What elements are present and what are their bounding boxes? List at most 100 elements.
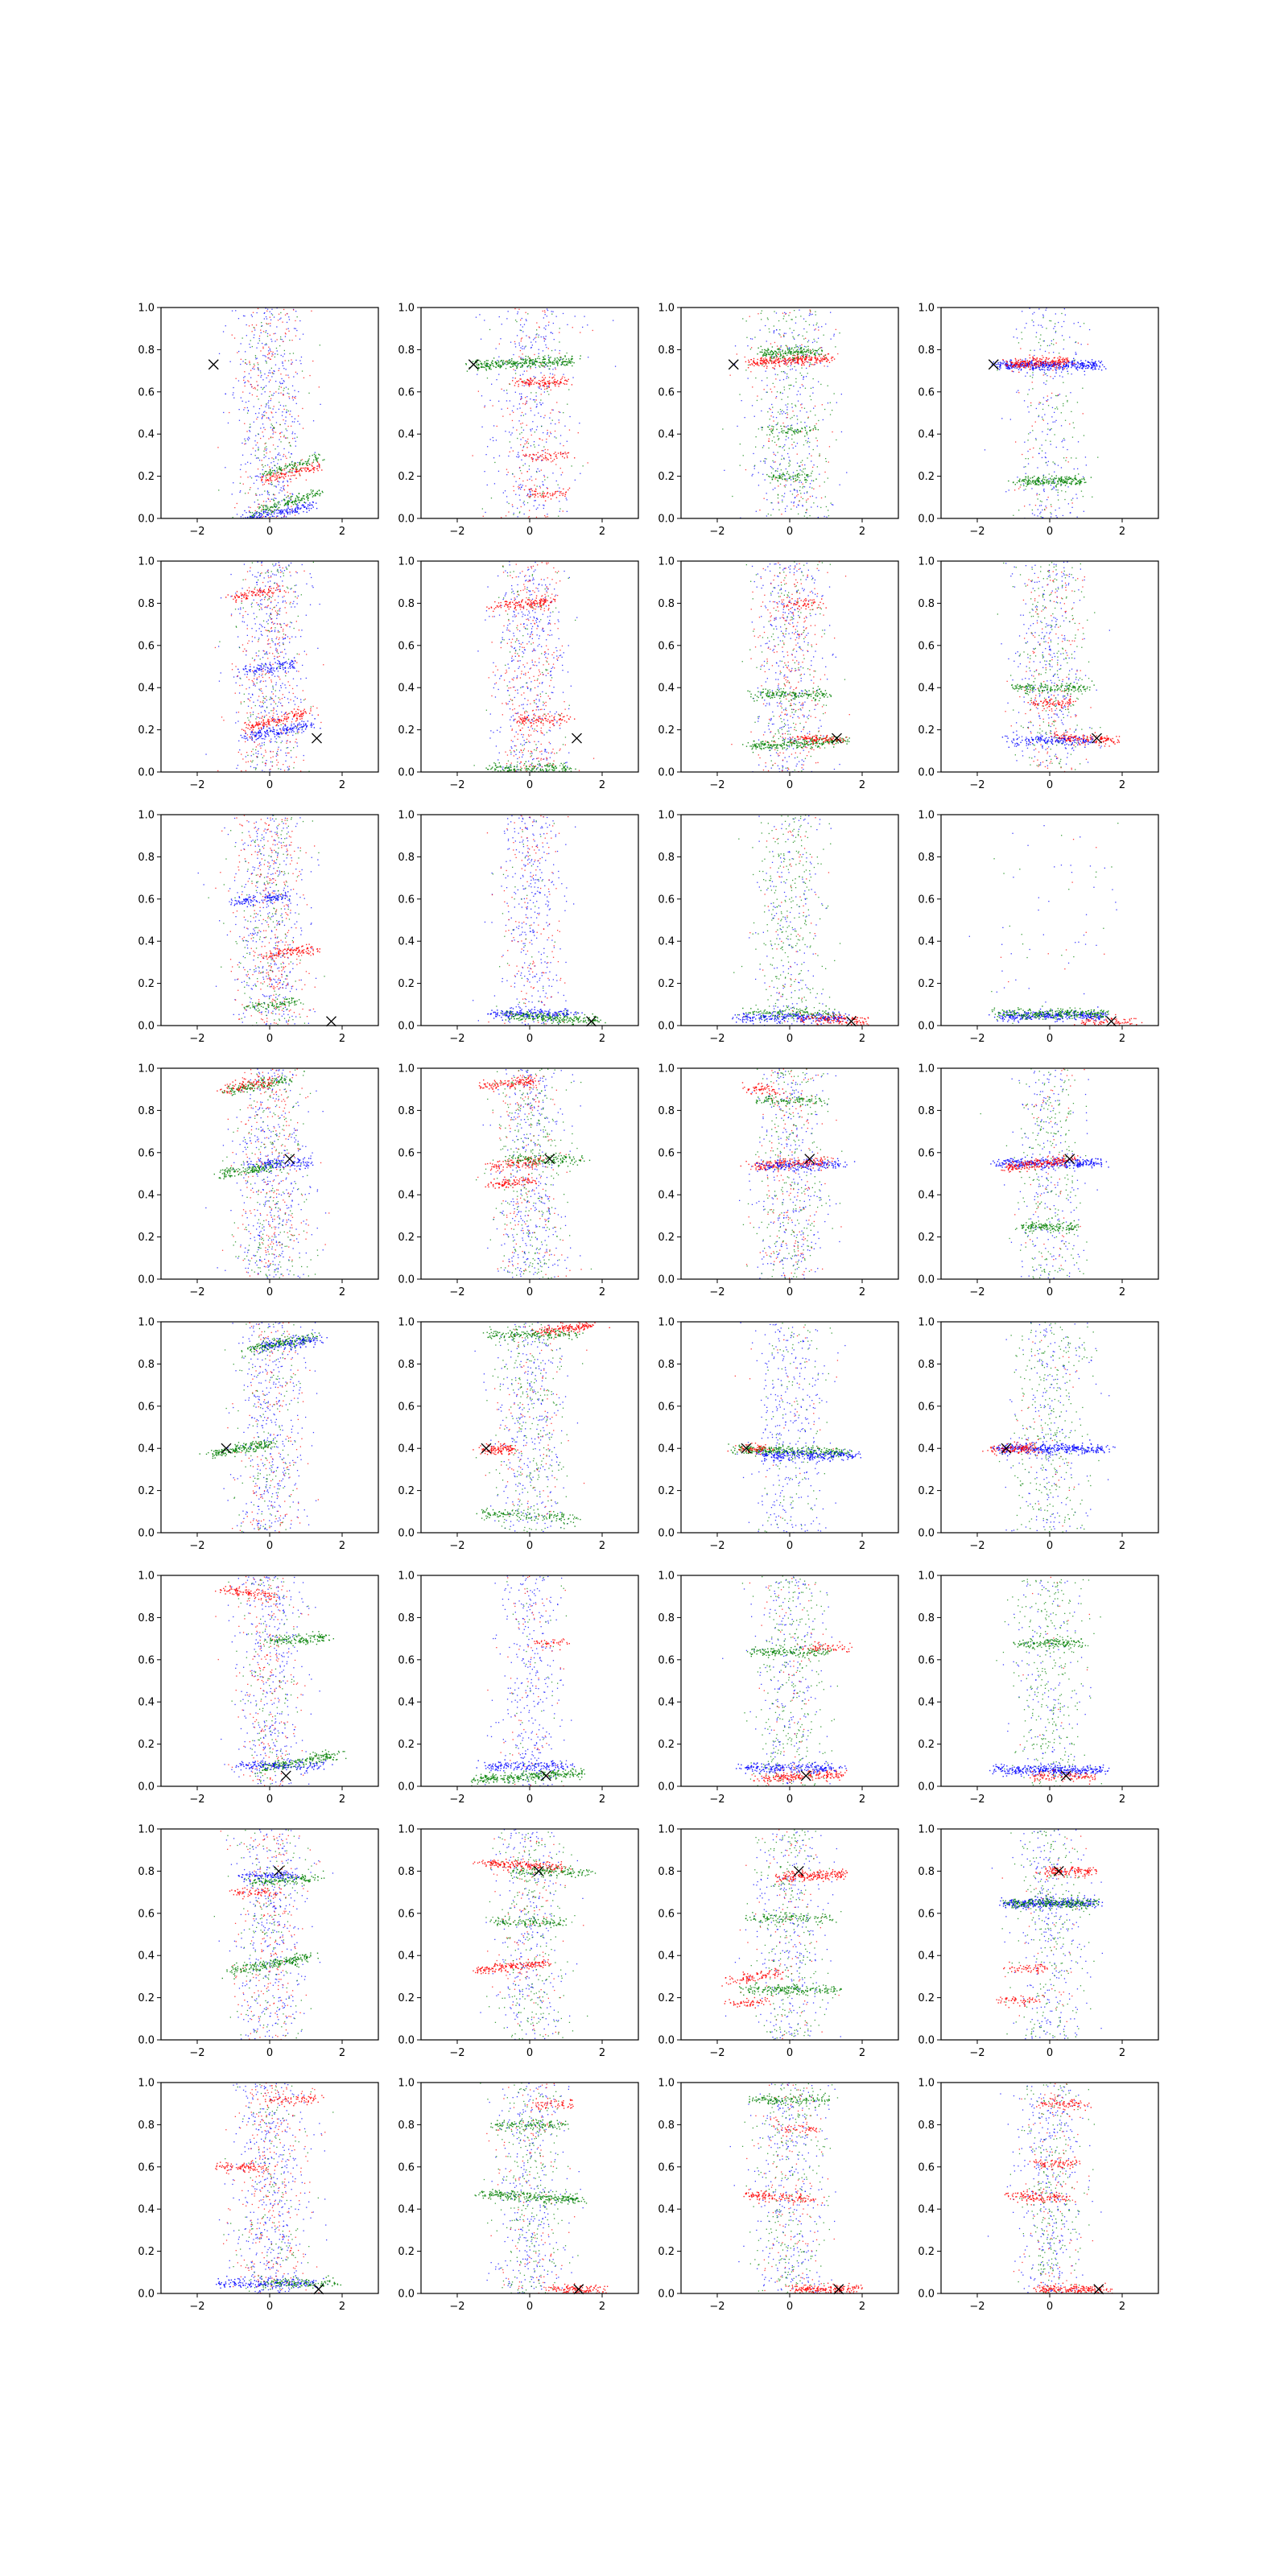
- point-green: [781, 458, 782, 460]
- point-green: [526, 359, 528, 361]
- point-green: [788, 360, 791, 361]
- point-blue: [246, 363, 248, 365]
- point-red: [1035, 366, 1037, 368]
- point-green: [490, 361, 493, 363]
- point-green: [1049, 320, 1051, 322]
- point-red: [1065, 361, 1067, 363]
- point-blue: [796, 415, 798, 417]
- point-green: [483, 363, 485, 365]
- point-blue: [1085, 367, 1087, 369]
- point-blue: [252, 368, 254, 369]
- point-blue: [993, 361, 994, 363]
- point-red: [217, 447, 219, 448]
- point-green: [1055, 477, 1058, 479]
- point-red: [520, 506, 522, 508]
- point-red: [563, 382, 564, 385]
- point-green: [815, 428, 817, 431]
- point-blue: [796, 394, 798, 395]
- point-blue: [540, 372, 542, 374]
- point-green: [242, 337, 243, 339]
- point-green: [788, 428, 790, 430]
- point-red: [283, 308, 285, 311]
- point-green: [278, 503, 279, 505]
- point-red: [528, 516, 530, 518]
- point-red: [557, 380, 559, 382]
- point-blue: [489, 439, 491, 440]
- point-green: [526, 502, 529, 504]
- point-blue: [785, 412, 786, 415]
- point-green: [555, 437, 557, 439]
- point-green: [746, 336, 748, 338]
- point-red: [518, 477, 521, 480]
- point-blue: [547, 324, 550, 326]
- point-red: [562, 456, 564, 457]
- point-red: [797, 355, 799, 357]
- point-green: [777, 374, 778, 376]
- point-blue: [1080, 360, 1082, 361]
- point-green: [485, 369, 487, 371]
- point-green: [469, 366, 470, 369]
- point-red: [753, 357, 755, 360]
- point-blue: [518, 494, 520, 496]
- point-red: [547, 381, 549, 382]
- point-red: [533, 454, 535, 456]
- point-green: [1040, 345, 1042, 347]
- point-green: [797, 473, 799, 475]
- point-green: [531, 363, 533, 365]
- point-green: [787, 403, 789, 405]
- point-blue: [1077, 441, 1080, 443]
- point-blue: [293, 601, 295, 602]
- point-green: [508, 502, 510, 505]
- point-red: [273, 406, 275, 407]
- point-blue: [1042, 517, 1044, 518]
- point-red: [528, 382, 530, 384]
- point-green: [776, 423, 778, 425]
- point-green: [547, 365, 549, 367]
- point-green: [312, 454, 313, 456]
- point-blue: [510, 434, 512, 436]
- point-blue: [284, 502, 287, 504]
- point-green: [1053, 482, 1055, 485]
- point-red: [752, 386, 753, 388]
- point-red: [1053, 365, 1055, 368]
- point-green: [829, 414, 832, 415]
- point-green: [814, 425, 815, 427]
- point-red: [831, 357, 832, 360]
- point-blue: [1036, 493, 1038, 494]
- point-green: [804, 429, 807, 431]
- point-blue: [249, 343, 250, 345]
- point-red: [299, 468, 302, 469]
- point-blue: [822, 419, 824, 421]
- point-red: [520, 444, 522, 446]
- point-green: [786, 412, 788, 414]
- point-blue: [279, 613, 280, 615]
- y-tick-label: 0.2: [658, 471, 675, 483]
- point-green: [291, 502, 293, 504]
- point-blue: [1025, 358, 1026, 360]
- point-blue: [1035, 407, 1037, 410]
- point-blue: [250, 716, 251, 717]
- point-blue: [285, 510, 287, 512]
- point-blue: [277, 630, 279, 632]
- point-green: [292, 467, 294, 469]
- point-blue: [541, 460, 543, 461]
- point-blue: [242, 400, 243, 402]
- point-green: [519, 470, 522, 472]
- point-green: [287, 500, 288, 502]
- point-green: [760, 351, 762, 353]
- point-red: [1020, 348, 1022, 349]
- point-green: [1082, 387, 1084, 389]
- point-red: [256, 395, 258, 397]
- point-blue: [543, 450, 544, 452]
- point-green: [502, 360, 505, 361]
- point-blue: [1075, 353, 1076, 355]
- point-green: [522, 365, 523, 366]
- point-green: [526, 365, 528, 368]
- point-green: [764, 349, 766, 351]
- point-blue: [288, 319, 291, 320]
- point-blue: [789, 347, 791, 349]
- point-blue: [305, 502, 307, 504]
- point-green: [1057, 489, 1059, 491]
- y-tick-label: 0.8: [398, 345, 415, 357]
